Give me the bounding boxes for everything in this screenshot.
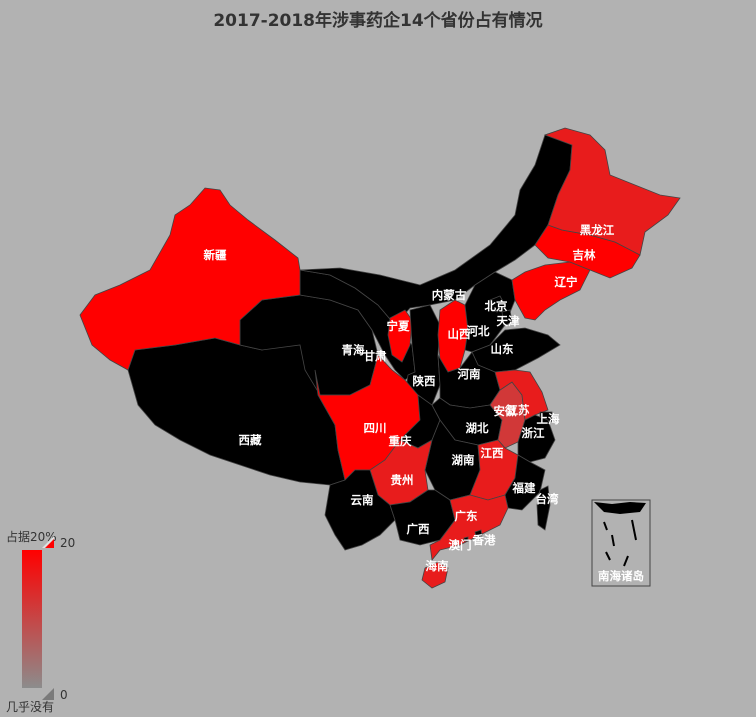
province-heilongjiang[interactable] [543, 127, 681, 256]
label-macau: 澳门 [449, 538, 472, 552]
label-hubei: 湖北 [466, 421, 489, 435]
label-ningxia: 宁夏 [387, 319, 410, 333]
province-hongkong[interactable] [474, 529, 483, 538]
label-taiwan: 台湾 [536, 492, 559, 506]
province-taiwan[interactable] [536, 485, 551, 531]
label-liaoning: 辽宁 [555, 275, 578, 289]
label-fujian: 福建 [512, 481, 536, 495]
label-nanhai: 南海诸岛 [598, 569, 644, 583]
label-hebei: 河北 [467, 324, 490, 338]
label-jiangsu: 江苏 [507, 403, 530, 417]
visual-map-gradient-bar[interactable] [22, 550, 42, 688]
visual-map-min-label: 0 [60, 688, 68, 702]
label-tianjin: 天津 [497, 314, 520, 328]
province-tianjin[interactable] [501, 309, 513, 327]
label-guangdong: 广东 [455, 509, 478, 523]
province-macau[interactable] [463, 536, 469, 542]
province-ningxia[interactable] [387, 309, 413, 363]
label-neimenggu: 内蒙古 [432, 288, 467, 302]
label-shaanxi: 陕西 [413, 374, 436, 388]
label-shandong: 山东 [491, 342, 514, 356]
label-chongqing: 重庆 [389, 434, 412, 448]
label-shanxi: 山西 [448, 327, 471, 341]
label-hunan: 湖南 [452, 453, 475, 467]
label-gansu: 甘肃 [364, 349, 387, 363]
label-guizhou: 贵州 [391, 473, 414, 487]
visual-map-max-label: 20 [60, 536, 76, 550]
label-zhejiang: 浙江 [522, 426, 545, 440]
province-guangdong[interactable] [429, 494, 509, 561]
label-jiangxi: 江西 [481, 446, 504, 460]
label-yunnan: 云南 [351, 493, 374, 507]
label-sichuan: 四川 [364, 421, 387, 435]
label-qinghai: 青海 [342, 343, 365, 357]
chart-title: 2017-2018年涉事药企14个省份占有情况 [213, 11, 543, 31]
province-labels: 新疆 西藏 青海 甘肃 宁夏 内蒙古 黑龙江 吉林 辽宁 北京 天津 河北 山西… [204, 223, 645, 583]
label-jilin: 吉林 [573, 248, 596, 262]
label-hainan: 海南 [426, 559, 449, 573]
province-beijing[interactable] [488, 295, 506, 313]
label-henan: 河南 [458, 367, 481, 381]
label-heilongjiang: 黑龙江 [580, 223, 615, 237]
label-guangxi: 广西 [407, 522, 430, 536]
visual-map-lower-handle[interactable] [42, 688, 54, 700]
visual-map-low-text: 几乎没有 [6, 700, 55, 714]
province-fujian[interactable] [504, 454, 546, 511]
label-xizang: 西藏 [239, 433, 262, 447]
province-shanxi[interactable] [437, 299, 469, 373]
province-xinjiang[interactable] [79, 187, 301, 371]
province-hainan[interactable] [421, 561, 449, 589]
label-xinjiang: 新疆 [204, 248, 227, 262]
label-shanghai: 上海 [537, 412, 560, 426]
province-liaoning[interactable] [511, 261, 591, 321]
label-beijing: 北京 [485, 299, 508, 313]
label-anhui: 安徽 [494, 404, 517, 418]
south-china-sea-inset [591, 499, 651, 587]
visual-map-upper-handle[interactable] [42, 536, 54, 548]
label-hongkong: 香港 [472, 533, 496, 547]
province-zhejiang[interactable] [517, 414, 556, 463]
